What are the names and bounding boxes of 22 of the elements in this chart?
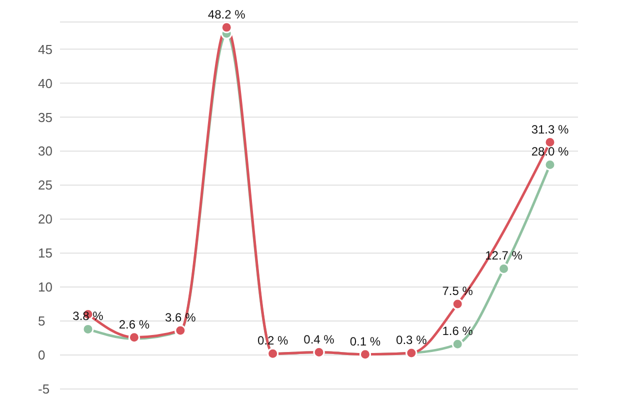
data-label: 48.2 % [208, 7, 246, 22]
y-tick-label: 0 [38, 348, 46, 363]
point [220, 22, 232, 34]
data-label: 0.4 % [304, 332, 335, 346]
data-label: 2.6 % [118, 317, 150, 332]
y-tick-label: 15 [38, 246, 52, 261]
data-label: 1.6 % [442, 324, 474, 338]
data-label: 3.8 % [72, 309, 104, 324]
y-tick-label: 35 [38, 110, 52, 125]
y-tick-label: 45 [38, 42, 52, 57]
y-tick-label: 10 [38, 280, 52, 295]
y-tick-label: 20 [38, 212, 52, 227]
y-tick-label: 5 [38, 314, 46, 329]
y-tick-label: 25 [38, 178, 52, 193]
y-tick-label: 30 [38, 144, 52, 159]
y-tick-label: 40 [38, 76, 52, 91]
data-label: 0.3 % [396, 332, 428, 347]
point [452, 338, 464, 350]
y-tick-label: -5 [38, 382, 50, 397]
point [452, 298, 464, 310]
data-label: 0.1 % [350, 334, 381, 348]
data-label: 31.3 % [531, 122, 570, 136]
